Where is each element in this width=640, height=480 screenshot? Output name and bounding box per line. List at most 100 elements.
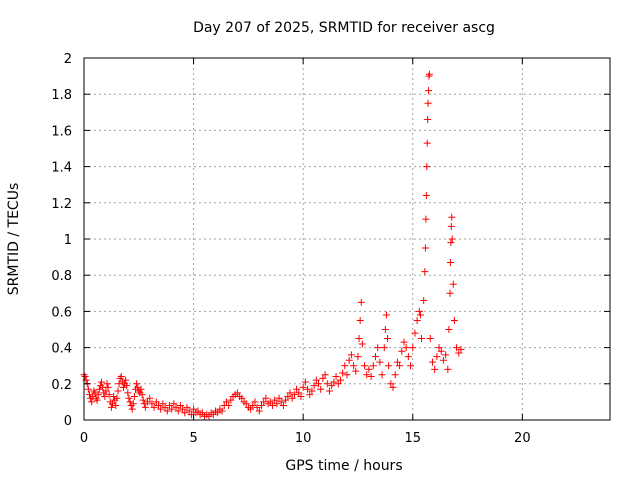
- data-point: [194, 407, 202, 415]
- data-point: [407, 362, 415, 370]
- data-point: [275, 394, 283, 402]
- y-tick-label: 1.2: [51, 197, 72, 212]
- data-point: [312, 376, 320, 384]
- data-point: [444, 365, 452, 373]
- data-point: [273, 400, 281, 408]
- data-point: [258, 402, 266, 410]
- data-point: [453, 344, 461, 352]
- data-point: [437, 347, 445, 355]
- data-point: [137, 385, 145, 393]
- data-point: [161, 403, 169, 411]
- data-point: [163, 407, 171, 415]
- data-point: [422, 215, 430, 223]
- data-point: [411, 329, 419, 337]
- data-point: [105, 391, 113, 399]
- data-point: [255, 407, 263, 415]
- x-tick-label: 20: [514, 431, 531, 446]
- data-point: [144, 398, 152, 406]
- data-point: [343, 371, 351, 379]
- x-tick-label: 15: [404, 431, 421, 446]
- x-tick-label: 0: [80, 431, 88, 446]
- data-point: [125, 394, 133, 402]
- y-tick-label: 2: [64, 52, 72, 67]
- data-point: [117, 373, 125, 381]
- data-point: [404, 353, 412, 361]
- data-point: [139, 396, 147, 404]
- data-points: [80, 70, 465, 420]
- data-point: [282, 396, 290, 404]
- data-point: [321, 371, 329, 379]
- data-point: [308, 387, 316, 395]
- x-tick-label: 10: [295, 431, 312, 446]
- data-point: [124, 389, 132, 397]
- data-point: [415, 307, 423, 315]
- data-point: [209, 411, 217, 419]
- data-point: [374, 344, 382, 352]
- data-point: [116, 374, 124, 382]
- data-point: [185, 407, 193, 415]
- data-point: [382, 311, 390, 319]
- data-point: [108, 400, 116, 408]
- data-point: [222, 398, 230, 406]
- y-tick-labels: 0 0.2 0.4 0.6 0.8 1 1.2 1.4 1.6 1.8 2: [51, 52, 72, 429]
- data-point: [242, 400, 250, 408]
- axis-ticks: [83, 57, 610, 421]
- data-point: [341, 362, 349, 370]
- data-point: [277, 398, 285, 406]
- data-point: [141, 403, 149, 411]
- data-point: [421, 244, 429, 252]
- data-point: [293, 385, 301, 393]
- data-point: [332, 373, 340, 381]
- data-point: [102, 387, 110, 395]
- data-point: [88, 398, 96, 406]
- data-point: [387, 380, 395, 388]
- data-point: [328, 382, 336, 390]
- data-point: [378, 371, 386, 379]
- data-point: [140, 400, 148, 408]
- data-point: [447, 239, 455, 247]
- data-point: [380, 344, 388, 352]
- data-point: [170, 400, 178, 408]
- data-point: [89, 392, 97, 400]
- data-point: [218, 407, 226, 415]
- data-point: [365, 365, 373, 373]
- data-point: [198, 409, 206, 417]
- data-point: [266, 398, 274, 406]
- data-point: [457, 345, 465, 353]
- data-point: [103, 380, 111, 388]
- data-point: [431, 365, 439, 373]
- data-point: [159, 400, 167, 408]
- data-point: [172, 403, 180, 411]
- data-point: [93, 396, 101, 404]
- data-point: [297, 392, 305, 400]
- data-point: [233, 389, 241, 397]
- data-point: [448, 235, 456, 243]
- data-point: [449, 280, 457, 288]
- data-point: [424, 116, 432, 124]
- data-point: [345, 356, 353, 364]
- data-point: [176, 402, 184, 410]
- data-point: [423, 163, 431, 171]
- data-point: [358, 340, 366, 348]
- data-point: [284, 392, 292, 400]
- data-point: [425, 70, 433, 78]
- data-point: [393, 358, 401, 366]
- data-point: [138, 391, 146, 399]
- data-point: [91, 389, 99, 397]
- data-point: [391, 371, 399, 379]
- data-point: [84, 385, 92, 393]
- data-point: [357, 298, 365, 306]
- data-point: [113, 394, 121, 402]
- data-point: [447, 222, 455, 230]
- data-point: [450, 316, 458, 324]
- data-point: [330, 378, 338, 386]
- data-point: [354, 353, 362, 361]
- data-point: [442, 351, 450, 359]
- data-point: [334, 380, 342, 388]
- data-point: [363, 371, 371, 379]
- y-tick-label: 0: [64, 414, 72, 429]
- data-point: [398, 347, 406, 355]
- data-point: [168, 405, 176, 413]
- data-point: [445, 326, 453, 333]
- data-point: [376, 358, 384, 366]
